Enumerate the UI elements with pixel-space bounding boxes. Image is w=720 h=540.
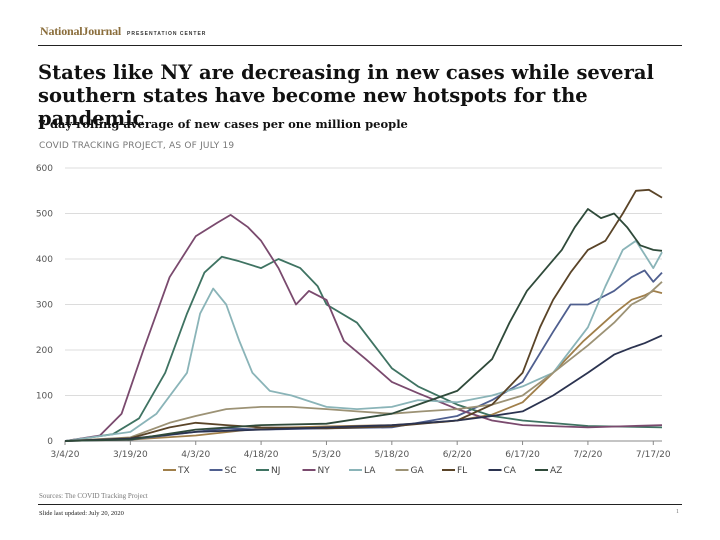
source-note: COVID TRACKING PROJECT, AS OF JULY 19 [39,141,235,151]
x-tick-label: 6/2/20 [443,450,472,460]
x-tick-label: 6/17/20 [505,450,540,460]
legend-label: TX [177,466,190,476]
brand-logo: NationalJournal PRESENTATION CENTER [40,24,206,39]
x-tick-label: 3/4/20 [51,450,80,460]
legend-label: NY [318,466,331,476]
sources-note: Sources: The COVID Tracking Project [39,492,148,500]
series-line-ga [64,281,663,442]
bottom-divider [38,504,682,505]
x-tick-label: 4/3/20 [181,450,210,460]
series-line-la [64,239,663,442]
series-line-nj [64,255,663,442]
x-tick-label: 5/18/20 [374,450,409,460]
x-tick-label: 3/19/20 [113,450,148,460]
last-updated: Slide last updated: July 20, 2020 [39,510,124,517]
slide-title: States like NY are decreasing in new cas… [38,61,654,130]
y-tick-label: 500 [36,210,53,220]
legend-label: AZ [550,466,562,476]
legend-label: CA [504,466,517,476]
x-tick-label: 5/3/20 [312,450,341,460]
y-tick-label: 400 [36,255,53,265]
x-tick-label: 7/2/20 [573,450,602,460]
y-tick-label: 300 [36,301,53,311]
legend-label: SC [225,466,237,476]
brand-name: NationalJournal [40,24,122,38]
series-line-ca [64,334,663,442]
legend-label: GA [411,466,425,476]
y-tick-label: 600 [36,164,53,174]
brand-subtitle: PRESENTATION CENTER [127,31,207,37]
y-tick-label: 100 [36,392,53,402]
legend-label: LA [364,466,376,476]
y-tick-label: 0 [47,437,53,447]
x-tick-label: 7/17/20 [636,450,671,460]
series-line-ny [64,214,663,442]
top-divider [38,45,682,46]
x-tick-label: 4/18/20 [244,450,279,460]
y-tick-label: 200 [36,346,53,356]
page-number: 1 [676,509,679,515]
chart-subtitle: 7 day rolling average of new cases per o… [38,117,408,131]
legend-label: NJ [271,466,280,476]
series-line-fl [64,188,663,442]
series-line-az [64,208,663,442]
legend-label: FL [457,466,467,476]
